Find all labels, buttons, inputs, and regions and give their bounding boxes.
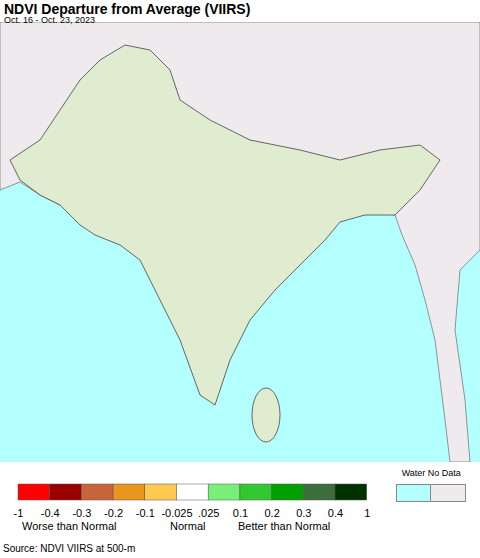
svg-text:0.2: 0.2 — [264, 507, 279, 519]
svg-text:0.1: 0.1 — [233, 507, 248, 519]
svg-text:-0.2: -0.2 — [104, 507, 123, 519]
svg-text:-0.3: -0.3 — [72, 507, 91, 519]
svg-text:-0.025: -0.025 — [161, 507, 192, 519]
html-text:Better than Normal: Better than Normal — [238, 520, 331, 532]
svg-text:-1: -1 — [14, 507, 24, 519]
html-text:Oct. 16 - Oct. 23, 2023: Oct. 16 - Oct. 23, 2023 — [4, 15, 95, 25]
svg-text:1: 1 — [364, 507, 370, 519]
svg-text:.025: .025 — [198, 507, 219, 519]
html-text:Source: NDVI VIIRS at 500-m: Source: NDVI VIIRS at 500-m — [3, 543, 136, 554]
svg-text:-0.4: -0.4 — [41, 507, 60, 519]
html-text:Water No Data: Water No Data — [401, 468, 461, 478]
svg-text:0.3: 0.3 — [296, 507, 311, 519]
svg-text:0.4: 0.4 — [328, 507, 343, 519]
html-text:NDVI Departure from Average (V: NDVI Departure from Average (VIIRS) — [4, 1, 251, 17]
html-text:Normal: Normal — [170, 520, 206, 532]
html-text:Worse than Normal: Worse than Normal — [22, 520, 117, 532]
svg-text:-0.1: -0.1 — [136, 507, 155, 519]
